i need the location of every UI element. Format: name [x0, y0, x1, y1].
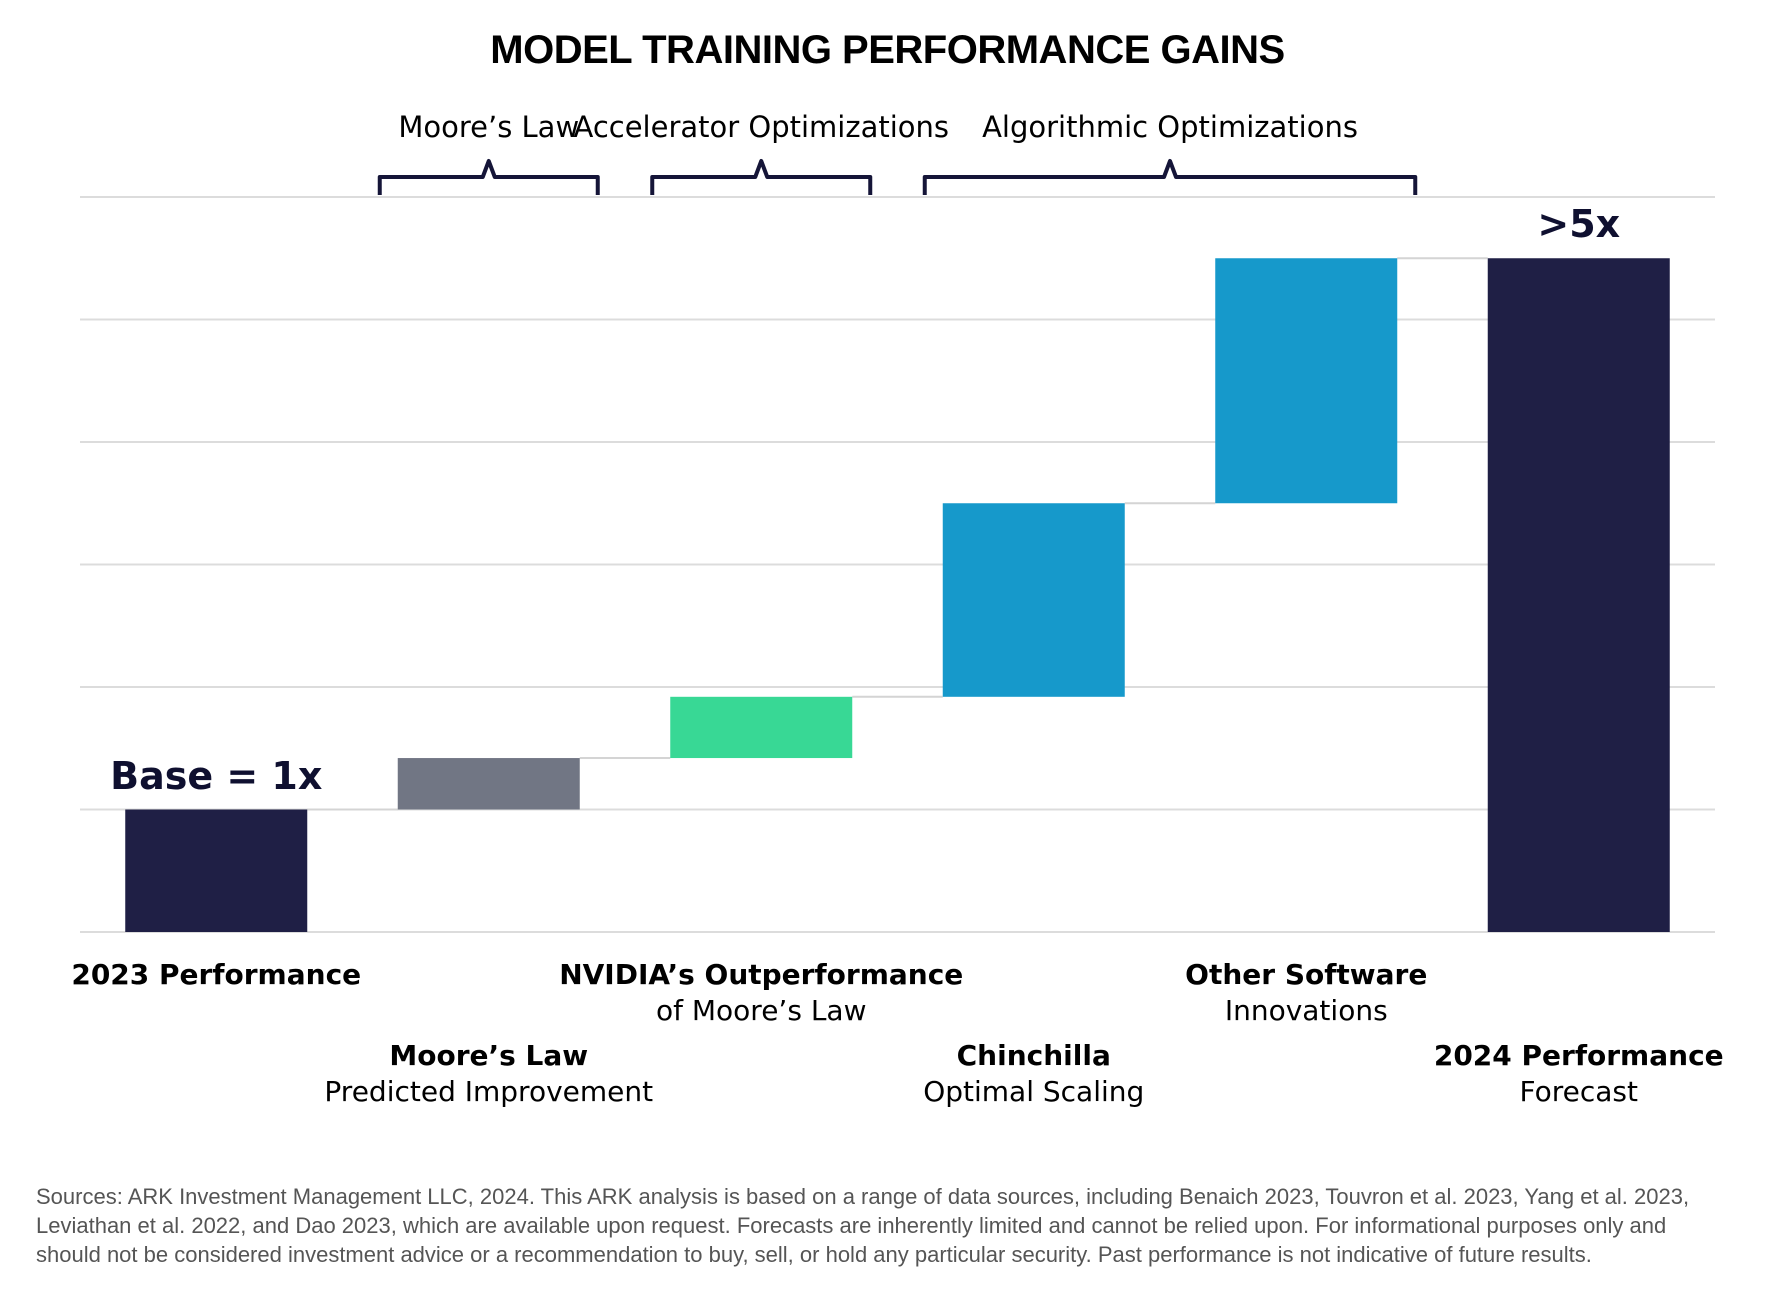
group-brace-2 [922, 159, 1418, 195]
group-label-2: Algorithmic Optimizations [982, 110, 1358, 144]
bar-0 [125, 809, 308, 932]
group-brace-0 [377, 159, 600, 195]
bar-5 [1487, 258, 1670, 932]
category-label-bold: NVIDIA’s Outperformance [559, 958, 964, 991]
group-label-1: Accelerator Optimizations [573, 110, 950, 144]
value-label-1: >5x [1537, 202, 1621, 247]
category-label-5: 2024 Performance Forecast [1434, 1038, 1724, 1110]
category-label-bold: Chinchilla [956, 1039, 1111, 1072]
category-label-bold: 2024 Performance [1433, 1039, 1724, 1072]
category-label-0: 2023 Performance [71, 957, 361, 993]
category-label-1: Moore’s Law Predicted Improvement [324, 1038, 653, 1110]
footnote: Sources: ARK Investment Management LLC, … [36, 1184, 1690, 1267]
category-label-bold: Moore’s Law [389, 1039, 589, 1072]
chart-title: MODEL TRAINING PERFORMANCE GAINS [490, 28, 1285, 72]
category-label-bold: Other Software [1185, 958, 1428, 991]
bar-4 [1215, 258, 1398, 504]
category-label-sub: Forecast [1519, 1075, 1638, 1108]
category-label-sub: Optimal Scaling [923, 1075, 1145, 1108]
category-label-sub: Innovations [1224, 994, 1388, 1027]
category-label-2: NVIDIA’s Outperformance of Moore’s Law [559, 957, 963, 1029]
value-label-0: Base = 1x [110, 753, 323, 798]
category-label-sub: of Moore’s Law [656, 994, 867, 1027]
category-label-sub: Predicted Improvement [324, 1075, 654, 1108]
group-brace-1 [650, 159, 873, 195]
bar-3 [942, 503, 1125, 697]
bar-2 [670, 696, 853, 759]
category-label-3: Chinchilla Optimal Scaling [923, 1038, 1144, 1110]
category-label-bold: 2023 Performance [71, 958, 362, 991]
category-label-4: Other Software Innovations [1185, 957, 1427, 1029]
bar-1 [397, 758, 580, 810]
group-label-0: Moore’s Law [398, 110, 580, 144]
